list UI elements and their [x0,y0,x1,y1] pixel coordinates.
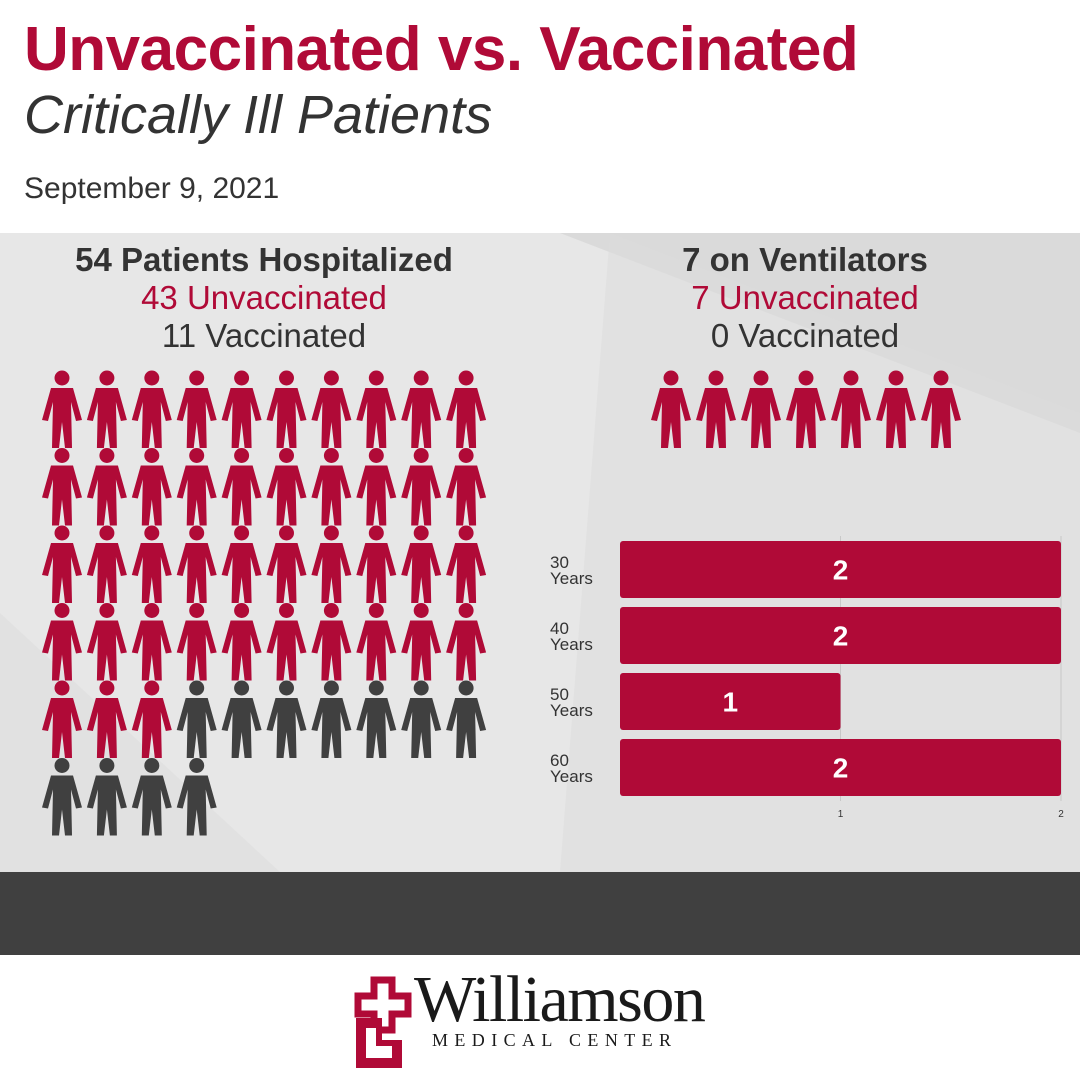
unvaccinated-person-icon [401,603,442,681]
hospitalized-summary: 54 Patients Hospitalized 43 Unvaccinated… [24,241,504,355]
bar-data-label: 1 [722,687,738,718]
hospitalized-unvaccinated-label: 43 Unvaccinated [141,279,387,316]
unvaccinated-person-icon [221,525,262,603]
unvaccinated-person-icon [831,370,871,448]
category-tick-label: Years [550,635,593,654]
unvaccinated-person-icon [176,603,217,681]
unvaccinated-person-icon [86,448,127,526]
unvaccinated-person-icon [446,525,487,603]
ventilators-summary: 7 on Ventilators 7 Unvaccinated 0 Vaccin… [560,241,1050,355]
vaccinated-person-icon [356,680,397,758]
unvaccinated-person-icon [401,525,442,603]
page-title: Unvaccinated vs. Vaccinated [24,15,859,84]
unvaccinated-person-icon [42,680,82,758]
category-tick-label: 50 [550,685,569,704]
unvaccinated-person-icon [786,370,826,448]
page-subtitle: Critically Ill Patients [24,85,493,145]
hospitalized-pictogram [42,370,487,836]
logo-name: Williamson [414,963,706,1036]
hospitalized-heading: 54 Patients Hospitalized [75,241,453,278]
unvaccinated-person-icon [131,525,172,603]
unvaccinated-person-icon [131,680,172,758]
vaccinated-person-icon [131,758,172,836]
unvaccinated-person-icon [266,448,307,526]
unvaccinated-person-icon [446,603,487,681]
unvaccinated-person-icon [266,603,307,681]
unvaccinated-person-icon [266,525,307,603]
unvaccinated-person-icon [356,370,397,448]
bar-data-label: 2 [833,753,849,784]
unvaccinated-person-icon [131,370,172,448]
unvaccinated-person-icon [176,370,217,448]
vaccinated-person-icon [86,758,127,836]
unvaccinated-person-icon [221,448,262,526]
category-tick-label: Years [550,569,593,588]
vaccinated-person-icon [311,680,352,758]
unvaccinated-person-icon [131,448,172,526]
unvaccinated-person-icon [131,603,172,681]
report-date: September 9, 2021 [24,172,280,205]
unvaccinated-person-icon [311,603,352,681]
unvaccinated-person-icon [401,448,442,526]
unvaccinated-person-icon [42,525,82,603]
bar-data-label: 2 [833,555,849,586]
ventilators-vaccinated-label: 0 Vaccinated [710,317,900,354]
unvaccinated-person-icon [86,680,127,758]
unvaccinated-person-icon [42,448,82,526]
unvaccinated-person-icon [741,370,781,448]
unvaccinated-person-icon [446,370,487,448]
vaccinated-person-icon [446,680,487,758]
unvaccinated-person-icon [876,370,916,448]
bar [620,673,841,730]
unvaccinated-person-icon [266,370,307,448]
unvaccinated-person-icon [42,603,82,681]
unvaccinated-person-icon [356,525,397,603]
vaccinated-person-icon [42,758,82,836]
unvaccinated-person-icon [356,603,397,681]
unvaccinated-person-icon [86,603,127,681]
unvaccinated-person-icon [42,370,82,448]
unvaccinated-person-icon [356,448,397,526]
category-tick-label: Years [550,701,593,720]
bar-data-label: 2 [833,621,849,652]
category-tick-label: 30 [550,553,569,572]
unvaccinated-person-icon [311,370,352,448]
cross-mark-icon [354,976,412,1068]
x-tick-label: 1 [838,809,844,820]
unvaccinated-person-icon [86,370,127,448]
ventilators-pictogram [651,370,961,448]
unvaccinated-person-icon [696,370,736,448]
unvaccinated-person-icon [176,525,217,603]
category-tick-label: 60 [550,751,569,770]
category-tick-label: Years [550,767,593,786]
unvaccinated-person-icon [446,448,487,526]
unvaccinated-person-icon [311,525,352,603]
vaccinated-person-icon [401,680,442,758]
hospitalized-vaccinated-label: 11 Vaccinated [161,317,367,354]
williamson-logo: Williamson MEDICAL CENTER [352,963,732,1072]
vaccinated-person-icon [266,680,307,758]
x-tick-label: 2 [1058,809,1064,820]
unvaccinated-person-icon [176,448,217,526]
unvaccinated-person-icon [221,370,262,448]
unvaccinated-person-icon [921,370,961,448]
ventilators-heading: 7 on Ventilators [682,241,928,278]
unvaccinated-person-icon [221,603,262,681]
logo-tagline: MEDICAL CENTER [432,1030,678,1050]
vaccinated-person-icon [221,680,262,758]
vaccinated-person-icon [176,758,217,836]
unvaccinated-person-icon [651,370,691,448]
ventilators-unvaccinated-label: 7 Unvaccinated [691,279,919,316]
vaccinated-person-icon [176,680,217,758]
bar [620,739,1061,796]
unvaccinated-person-icon [86,525,127,603]
category-tick-label: 40 [550,619,569,638]
stats-panel: 54 Patients Hospitalized 43 Unvaccinated… [0,233,1080,872]
unvaccinated-person-icon [401,370,442,448]
bar [620,607,1061,664]
unvaccinated-person-icon [311,448,352,526]
footer-band [0,872,1080,955]
bar [620,541,1061,598]
